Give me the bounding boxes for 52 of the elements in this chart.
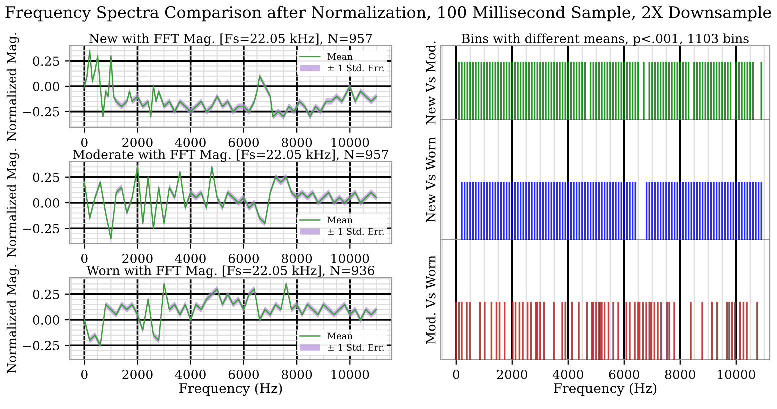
annotation: ± 1 Std. Err. <box>328 228 384 236</box>
y-axis-title: New Vs Worn <box>426 137 436 222</box>
x-tick-label: 4000 <box>175 138 206 148</box>
y-tick-label: −0.25 <box>23 224 60 234</box>
y-tick-label: 0.00 <box>33 82 60 92</box>
chart-subtitle: Worn with FFT Mag. [Fs=22.05 kHz], N=936 <box>86 266 374 278</box>
y-tick-label: 0.25 <box>33 56 60 66</box>
chart-subtitle: Bins with different means, p<.001, 1103 bins <box>462 34 749 46</box>
x-tick-label: 0 <box>81 254 88 264</box>
y-axis-title: Normalized Mag. <box>6 33 20 142</box>
x-tick-label: 2000 <box>122 370 153 380</box>
x-tick-label: 10000 <box>332 370 370 380</box>
x-tick-label: 0 <box>81 370 88 380</box>
x-tick-label: 8000 <box>282 254 312 264</box>
x-axis-title: Frequency (Hz) <box>554 383 657 396</box>
x-tick-label: 8000 <box>282 138 312 148</box>
x-tick-label: 2000 <box>122 138 153 148</box>
chart-subtitle: Moderate with FFT Mag. [Fs=22.05 kHz], N=957 <box>73 150 388 162</box>
x-tick-label: 8000 <box>282 370 312 380</box>
y-axis-title: Normalized Mag. <box>6 265 20 374</box>
legend-label: Mean <box>328 54 353 60</box>
annotation: ± 1 Std. Err. <box>328 344 384 352</box>
y-tick-label: −0.25 <box>23 341 60 351</box>
y-tick-label: 0.25 <box>33 290 60 300</box>
legend-label: Mean <box>328 216 353 224</box>
x-tick-label: 10000 <box>332 254 370 264</box>
x-tick-label: 0 <box>453 370 460 380</box>
y-tick-label: 0.00 <box>33 198 60 208</box>
x-tick-label: 6000 <box>228 370 260 380</box>
x-tick-label: 4000 <box>175 254 206 264</box>
legend-label: Mean <box>328 332 353 340</box>
x-axis-title: Frequency (Hz) <box>180 383 282 396</box>
x-tick-label: 10000 <box>332 138 370 148</box>
chart-subtitle: New with FFT Mag. [Fs=22.05 kHz], N=957 <box>90 34 372 46</box>
x-tick-label: 10000 <box>718 370 756 380</box>
y-axis-title: Normalized Mag. <box>6 149 20 258</box>
y-axis-title: New Vs Mod. <box>426 42 436 125</box>
y-tick-label: −0.25 <box>23 107 60 117</box>
chart-title: Frequency Spectra Comparison after Normalization, 100 Millisecond Sample, 2X Downsample <box>6 6 772 22</box>
x-tick-label: 8000 <box>665 370 696 380</box>
x-tick-label: 6000 <box>228 138 260 148</box>
x-tick-label: 4000 <box>552 370 584 380</box>
x-tick-label: 2000 <box>497 370 528 380</box>
x-tick-label: 6000 <box>609 370 640 380</box>
y-tick-label: 0.00 <box>33 315 60 325</box>
x-tick-label: 2000 <box>122 254 153 264</box>
annotation: ± 1 Std. Err. <box>328 64 384 72</box>
y-axis-title: Mod. Vs Worn <box>426 256 436 344</box>
x-tick-label: 0 <box>81 138 88 148</box>
x-tick-label: 6000 <box>228 254 260 264</box>
x-tick-label: 4000 <box>175 370 206 380</box>
y-tick-label: 0.25 <box>33 172 60 182</box>
